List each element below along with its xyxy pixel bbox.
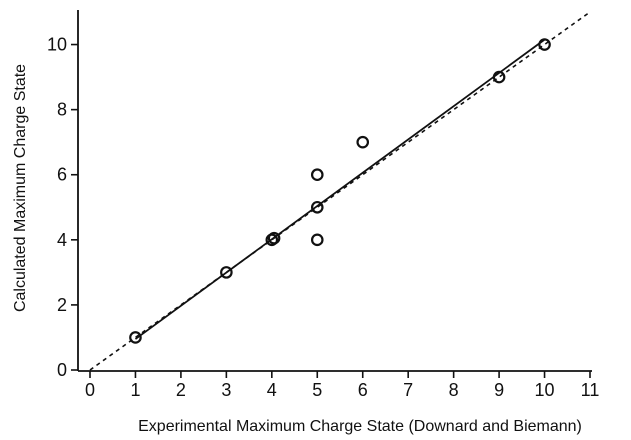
y-tick-label: 4 (57, 230, 67, 250)
x-tick-label: 5 (312, 380, 322, 400)
y-axis-title: Calculated Maximum Charge State (12, 64, 29, 312)
data-point (538, 38, 551, 51)
x-tick-label: 3 (221, 380, 231, 400)
data-point (129, 331, 142, 344)
x-tick-label: 10 (535, 380, 555, 400)
data-point (267, 231, 281, 245)
y-tick-label: 10 (47, 35, 67, 55)
x-tick-label: 9 (494, 380, 504, 400)
x-tick-label: 0 (85, 380, 95, 400)
y-tick-label: 6 (57, 165, 67, 185)
data-point (310, 168, 324, 182)
x-tick-label: 7 (403, 380, 413, 400)
x-tick-label: 6 (358, 380, 368, 400)
y-axis-ticks: 0 2 4 6 8 10 (47, 35, 78, 380)
identity-line (89, 11, 591, 371)
data-point (220, 266, 233, 279)
data-point (310, 233, 324, 247)
y-tick-label: 2 (57, 295, 67, 315)
x-tick-label: 1 (130, 380, 140, 400)
x-axis-ticks: 0 1 2 3 4 5 6 7 8 9 10 11 (85, 371, 599, 400)
data-point (265, 233, 279, 247)
x-axis-title: Experimental Maximum Charge State (Downa… (138, 418, 582, 435)
plot-area (89, 11, 591, 371)
x-tick-label: 2 (176, 380, 186, 400)
data-point (310, 200, 324, 214)
data-point (356, 135, 370, 149)
x-tick-label: 8 (449, 380, 459, 400)
x-tick-label: 4 (267, 380, 277, 400)
data-point (492, 70, 506, 84)
y-tick-label: 8 (57, 100, 67, 120)
y-tick-label: 0 (57, 360, 67, 380)
x-tick-label: 11 (581, 380, 600, 400)
